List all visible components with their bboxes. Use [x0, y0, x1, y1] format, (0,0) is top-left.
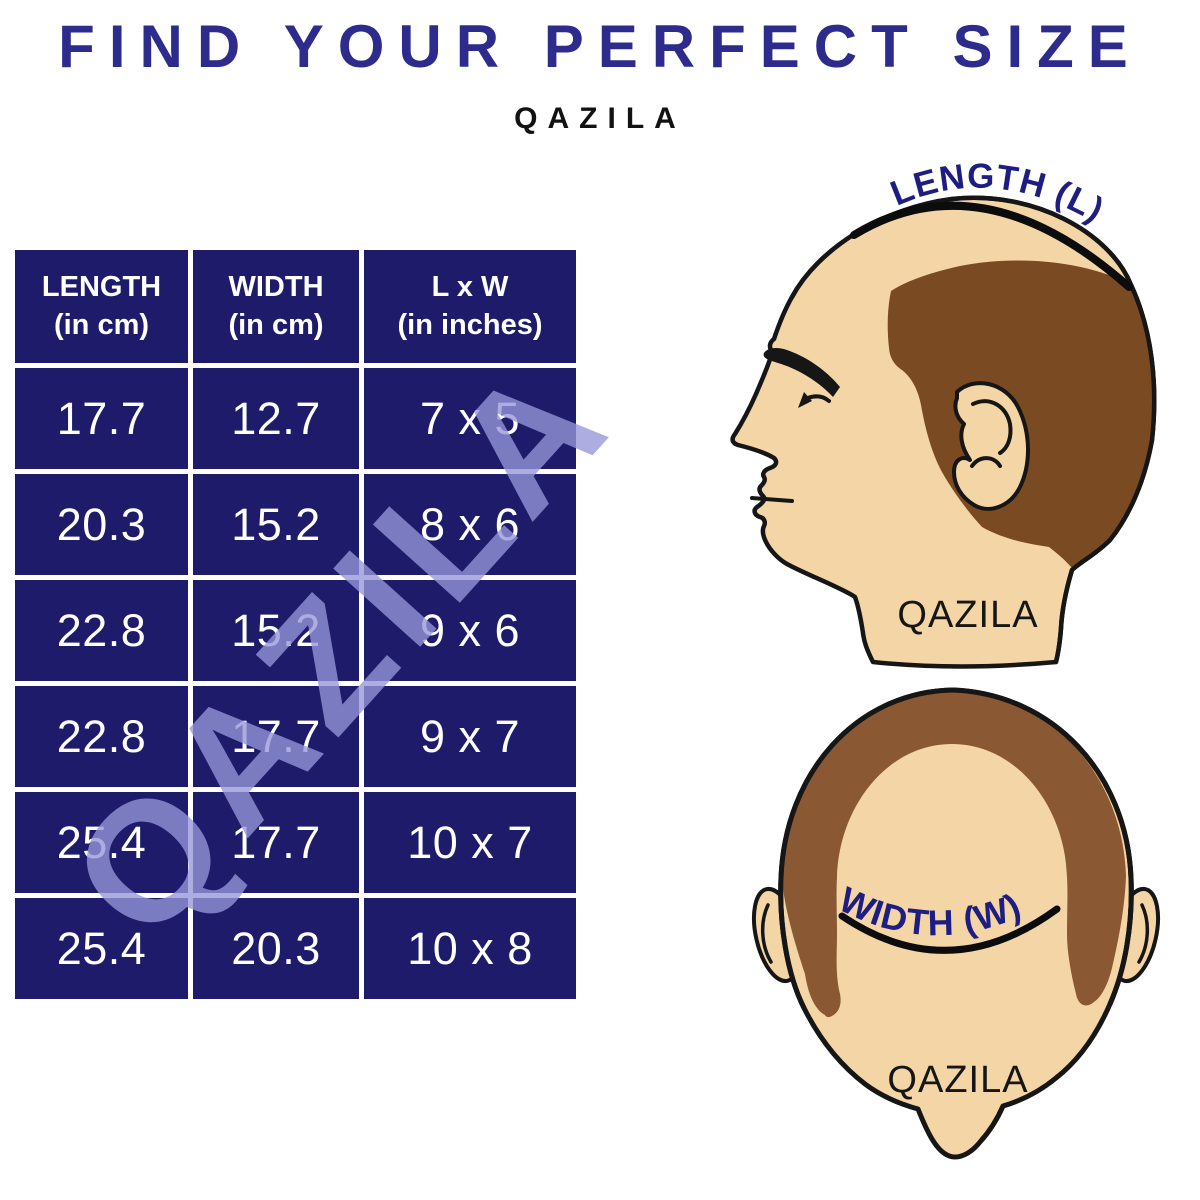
width-measure-arc — [838, 905, 1061, 954]
back-brand-label: QAZILA — [887, 1059, 1028, 1101]
header-line1: L x W — [431, 271, 509, 304]
side-eyebrow — [763, 348, 840, 397]
side-brand-label: QAZILA — [897, 594, 1038, 636]
table-value-cell: 22.8 — [15, 686, 188, 787]
table-value-cell: 10 x 8 — [364, 898, 576, 999]
table-value-cell: 9 x 7 — [364, 686, 576, 787]
side-eye — [798, 392, 831, 408]
table-value-cell: 10 x 7 — [364, 792, 576, 893]
table-value-cell: 25.4 — [15, 792, 188, 893]
size-table: LENGTH (in cm) WIDTH (in cm) L x W (in inches… — [15, 250, 576, 999]
side-head-illustration: LENGTH (L) QAZILA — [730, 157, 1157, 669]
table-value-cell: 12.7 — [193, 368, 359, 469]
table-header-cell: WIDTH (in cm) — [193, 250, 359, 363]
table-value-cell: 17.7 — [193, 792, 359, 893]
table-value-cell: 20.3 — [15, 474, 188, 575]
header-line1: WIDTH — [228, 271, 324, 304]
table-header-cell: LENGTH (in cm) — [15, 250, 188, 363]
table-header-cell: L x W (in inches) — [364, 250, 576, 363]
table-value-cell: 15.2 — [193, 474, 359, 575]
header-line1: LENGTH — [41, 271, 162, 304]
table-value-cell: 17.7 — [15, 368, 188, 469]
side-mouth-line — [750, 496, 794, 503]
brand-name: QAZILA — [514, 102, 686, 135]
table-value-cell: 17.7 — [193, 686, 359, 787]
table-value-cell: 9 x 6 — [364, 580, 576, 681]
table-value-cell: 20.3 — [193, 898, 359, 999]
length-measure-arc — [850, 201, 1133, 291]
back-head-hair — [782, 690, 1126, 1018]
table-value-cell: 25.4 — [15, 898, 188, 999]
table-value-cell: 15.2 — [193, 580, 359, 681]
side-head-outline — [789, 195, 1157, 665]
side-ear — [952, 381, 1030, 511]
table-value-cell: 7 x 5 — [364, 368, 576, 469]
back-head-outline — [778, 687, 1134, 1011]
page-title: FIND YOUR PERFECT SIZE — [58, 13, 1142, 80]
back-head-illustration: WIDTH (W) QAZILA — [751, 687, 1161, 1160]
header-line2: (in cm) — [53, 308, 150, 341]
table-value-cell: 22.8 — [15, 580, 188, 681]
header-line2: (in cm) — [228, 308, 324, 341]
table-value-cell: 8 x 6 — [364, 474, 576, 575]
header-line2: (in inches) — [397, 308, 543, 341]
